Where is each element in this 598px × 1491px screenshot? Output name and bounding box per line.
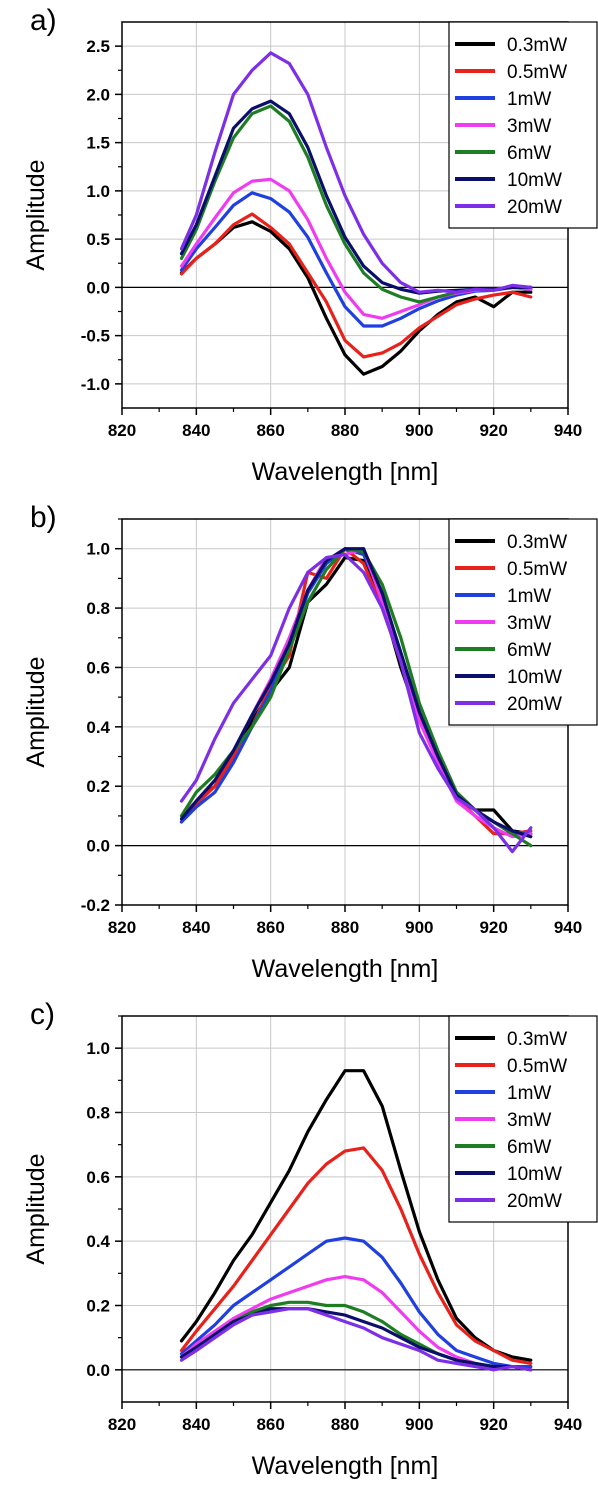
panel-label: b) [30, 501, 57, 534]
x-tick-label: 940 [554, 421, 582, 440]
panel-label: c) [30, 998, 55, 1031]
series-line-20mW [179, 51, 533, 294]
x-tick-label: 920 [479, 918, 507, 937]
x-tick-label: 840 [182, 421, 210, 440]
legend-label: 20mW [507, 197, 562, 218]
x-tick-label: 880 [331, 421, 359, 440]
y-tick-label: -1.0 [81, 375, 110, 394]
y-tick-label: 0.0 [86, 837, 110, 856]
legend-label: 6mW [507, 640, 551, 661]
x-tick-label: 840 [182, 1415, 210, 1434]
axis-ticks: 820 840 860 880 900 920 940 0.0 0.2 0.4 0.6 0.8 1.0 [86, 1015, 582, 1434]
y-tick-label: 1.0 [86, 182, 110, 201]
series-line-0.3mW [179, 1069, 533, 1362]
x-tick-label: 900 [405, 421, 433, 440]
y-axis-label: Amplitude [22, 159, 50, 270]
y-tick-label: 0.4 [86, 718, 110, 737]
y-tick-label: -0.2 [81, 896, 110, 915]
y-tick-label: 0.5 [86, 230, 110, 249]
y-tick-label: 1.0 [86, 1039, 110, 1058]
y-tick-label: 0.2 [86, 777, 110, 796]
legend-label: 20mW [507, 1191, 562, 1212]
legend-label: 6mW [507, 143, 551, 164]
legend-label: 0.5mW [507, 559, 567, 580]
y-tick-label: 1.0 [86, 540, 110, 559]
y-tick-label: 0.4 [86, 1232, 110, 1251]
x-axis-label: Wavelength [nm] [252, 1452, 439, 1480]
y-tick-label: 0.0 [86, 278, 110, 297]
series-line-20mW [179, 552, 533, 854]
x-tick-label: 820 [108, 421, 136, 440]
legend-label: 3mW [507, 1110, 551, 1131]
legend-label: 6mW [507, 1137, 551, 1158]
series-line-0.3mW [179, 220, 533, 376]
legend-label: 20mW [507, 694, 562, 715]
y-tick-label: 0.8 [86, 599, 110, 618]
legend: 0.3mW 0.5mW 1mW 3mW 6mW 10mW 20mW [448, 1015, 598, 1223]
x-tick-label: 900 [405, 918, 433, 937]
legend-label: 0.3mW [507, 35, 567, 56]
x-axis-label: Wavelength [nm] [252, 458, 439, 486]
series-group [179, 1069, 533, 1372]
x-tick-label: 940 [554, 1415, 582, 1434]
legend-label: 0.3mW [507, 1029, 567, 1050]
x-tick-label: 920 [479, 1415, 507, 1434]
x-axis-label: Wavelength [nm] [252, 955, 439, 983]
series-line-20mW [179, 1307, 533, 1372]
legend: 0.3mW 0.5mW 1mW 3mW 6mW 10mW 20mW [448, 21, 598, 229]
legend-label: 10mW [507, 1164, 562, 1185]
y-axis-label: Amplitude [22, 656, 50, 767]
legend: 0.3mW 0.5mW 1mW 3mW 6mW 10mW 20mW [448, 518, 598, 726]
axis-ticks: 820 840 860 880 900 920 940 -1.0 -0.5 0.0 0.5 1.0 1.… [81, 37, 582, 440]
x-tick-label: 860 [256, 421, 284, 440]
y-tick-label: 2.5 [86, 37, 110, 56]
x-tick-label: 840 [182, 918, 210, 937]
legend-label: 3mW [507, 613, 551, 634]
chart-panel-c: 820 840 860 880 900 920 940 0.0 0.2 0.4 0.6 0.8 1.0 W… [22, 998, 598, 1480]
x-tick-label: 900 [405, 1415, 433, 1434]
axis-ticks: 820 840 860 880 900 920 940 -0.2 0.0 0.2 0.4 0.6 0.8… [81, 518, 582, 937]
legend-label: 3mW [507, 116, 551, 137]
y-tick-label: 0.2 [86, 1297, 110, 1316]
x-tick-label: 860 [256, 918, 284, 937]
legend-label: 0.5mW [507, 1056, 567, 1077]
y-tick-label: 0.0 [86, 1361, 110, 1380]
chart-panel-a: 820 840 860 880 900 920 940 -1.0 -0.5 0.0 0.5 1.0 1.… [22, 4, 598, 486]
x-tick-label: 880 [331, 918, 359, 937]
panel-label: a) [30, 4, 57, 37]
x-tick-label: 920 [479, 421, 507, 440]
x-tick-label: 880 [331, 1415, 359, 1434]
chart-panel-b: 820 840 860 880 900 920 940 -0.2 0.0 0.2 0.4 0.6 0.8… [22, 501, 598, 983]
legend-label: 1mW [507, 586, 551, 607]
legend-label: 10mW [507, 667, 562, 688]
y-tick-label: 0.6 [86, 658, 110, 677]
series-line-0.5mW [179, 212, 533, 359]
y-tick-label: 2.0 [86, 85, 110, 104]
x-tick-label: 820 [108, 918, 136, 937]
legend-label: 1mW [507, 89, 551, 110]
x-tick-label: 820 [108, 1415, 136, 1434]
series-line-10mW [179, 1307, 533, 1372]
y-tick-label: 0.6 [86, 1168, 110, 1187]
series-group [179, 51, 533, 376]
series-group [179, 547, 533, 854]
x-tick-label: 940 [554, 918, 582, 937]
legend-label: 0.3mW [507, 532, 567, 553]
legend-label: 10mW [507, 170, 562, 191]
series-line-0.5mW [179, 1146, 533, 1365]
y-tick-label: 1.5 [86, 134, 110, 153]
y-tick-label: 0.8 [86, 1104, 110, 1123]
legend-label: 0.5mW [507, 62, 567, 83]
legend-label: 1mW [507, 1083, 551, 1104]
y-tick-label: -0.5 [81, 327, 110, 346]
series-line-1mW [179, 1236, 533, 1369]
x-tick-label: 860 [256, 1415, 284, 1434]
y-axis-label: Amplitude [22, 1153, 50, 1264]
